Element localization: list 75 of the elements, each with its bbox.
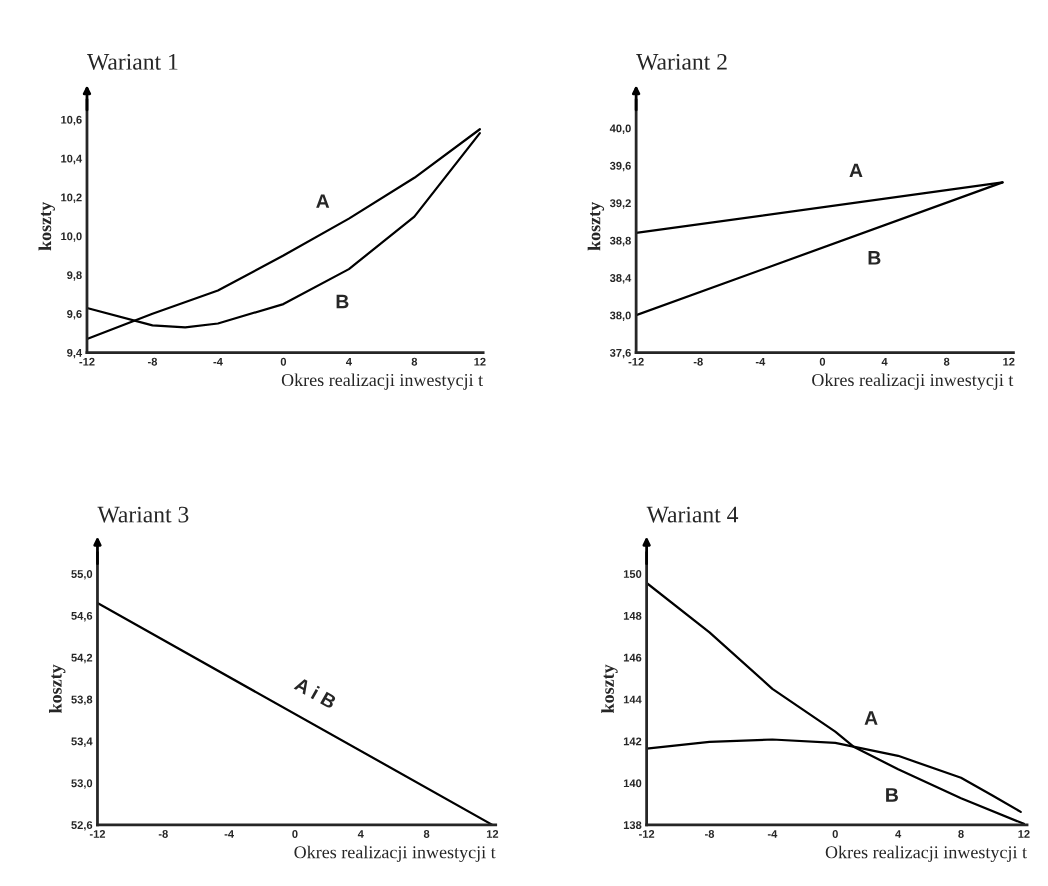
x-tick-label: 4 — [357, 830, 364, 838]
x-axis-title: Okres realizacji inwestycji t — [812, 373, 1014, 390]
y-tick-label: 146 — [623, 653, 642, 662]
x-tick-label: 12 — [474, 357, 486, 366]
text: A i B — [293, 676, 338, 710]
x-tick-label: -4 — [767, 830, 778, 838]
x-tick-label: 12 — [1003, 357, 1015, 366]
x-axis-title: Okres realizacji inwestycji t — [825, 845, 1027, 863]
y-tick-label: 9,8 — [67, 271, 82, 281]
y-tick-label: 150 — [623, 570, 642, 578]
y-tick-label: 40,0 — [609, 124, 631, 134]
series-label: B — [336, 294, 349, 309]
x-tick-label: 12 — [1018, 830, 1030, 838]
y-axis-title: koszty — [38, 201, 55, 251]
x-tick-label: 0 — [819, 357, 826, 366]
x-axis-title: Okres realizacji inwestycji t — [294, 845, 496, 863]
x-tick-label: 4 — [881, 357, 888, 366]
y-tick-label: 142 — [623, 737, 642, 746]
x-tick-label: 8 — [958, 830, 964, 838]
x-tick-label: -4 — [755, 357, 766, 366]
x-tick-label: 0 — [292, 830, 298, 838]
y-axis-title: koszty — [49, 664, 66, 713]
x-tick-label: -8 — [693, 357, 703, 366]
x-tick-label: 0 — [832, 830, 838, 838]
y-tick-label: 148 — [623, 611, 642, 620]
series-label: A — [849, 163, 863, 178]
y-tick-label: 39,6 — [609, 161, 631, 172]
x-tick-label: 4 — [345, 357, 352, 366]
x-tick-label: -8 — [704, 830, 715, 838]
y-tick-label: 55,0 — [71, 570, 93, 580]
chart-title: Wariant 2 — [636, 53, 727, 70]
x-tick-label: -12 — [639, 830, 655, 838]
y-tick-label: 138 — [623, 821, 642, 830]
y-tick-label: 38,8 — [609, 236, 631, 247]
x-tick-label: 4 — [895, 830, 902, 838]
x-tick-label: -8 — [158, 830, 168, 838]
y-tick-label: 53,8 — [71, 695, 93, 706]
chart-title: Wariant 3 — [97, 506, 189, 523]
series-label: B — [886, 788, 898, 802]
y-tick-label: 39,2 — [609, 199, 631, 209]
chart-title: Wariant 1 — [87, 53, 178, 70]
y-tick-label: 53,4 — [71, 737, 93, 747]
y-axis-title: koszty — [587, 201, 605, 251]
x-tick-label: 8 — [943, 357, 950, 366]
x-axis-title: Okres realizacji inwestycji t — [281, 373, 484, 390]
series-label: A — [864, 711, 878, 725]
x-tick-label: -8 — [147, 357, 158, 366]
y-tick-label: 9,6 — [67, 310, 82, 320]
series-label: A — [316, 194, 330, 208]
y-tick-label: 38,0 — [609, 311, 631, 321]
chart-title: Wariant 4 — [646, 506, 739, 523]
y-tick-label: 9,4 — [67, 348, 83, 359]
x-tick-label: -12 — [628, 357, 644, 366]
x-tick-label: 12 — [486, 830, 499, 838]
x-tick-label: 8 — [411, 357, 418, 366]
x-tick-label: -4 — [224, 830, 234, 838]
y-tick-label: 54,6 — [71, 611, 93, 622]
y-tick-label: 10,6 — [61, 115, 82, 126]
y-tick-label: 10,2 — [61, 193, 82, 203]
x-tick-label: 0 — [280, 357, 287, 366]
series-label: B — [868, 251, 881, 265]
x-tick-label: -12 — [89, 830, 106, 838]
y-tick-label: 37,6 — [609, 348, 631, 359]
y-axis-title: koszty — [601, 664, 618, 713]
y-tick-label: 10,4 — [61, 154, 83, 165]
x-tick-label: 8 — [423, 830, 430, 838]
y-tick-label: 54,2 — [71, 653, 93, 664]
x-tick-label: -12 — [79, 357, 95, 366]
y-tick-label: 52,6 — [71, 821, 93, 831]
x-tick-label: -4 — [213, 357, 223, 366]
y-tick-label: 53,0 — [71, 779, 93, 789]
y-tick-label: 140 — [623, 779, 642, 788]
y-tick-label: 144 — [623, 695, 642, 704]
y-tick-label: 10,0 — [61, 232, 82, 242]
y-tick-label: 38,4 — [609, 274, 632, 284]
